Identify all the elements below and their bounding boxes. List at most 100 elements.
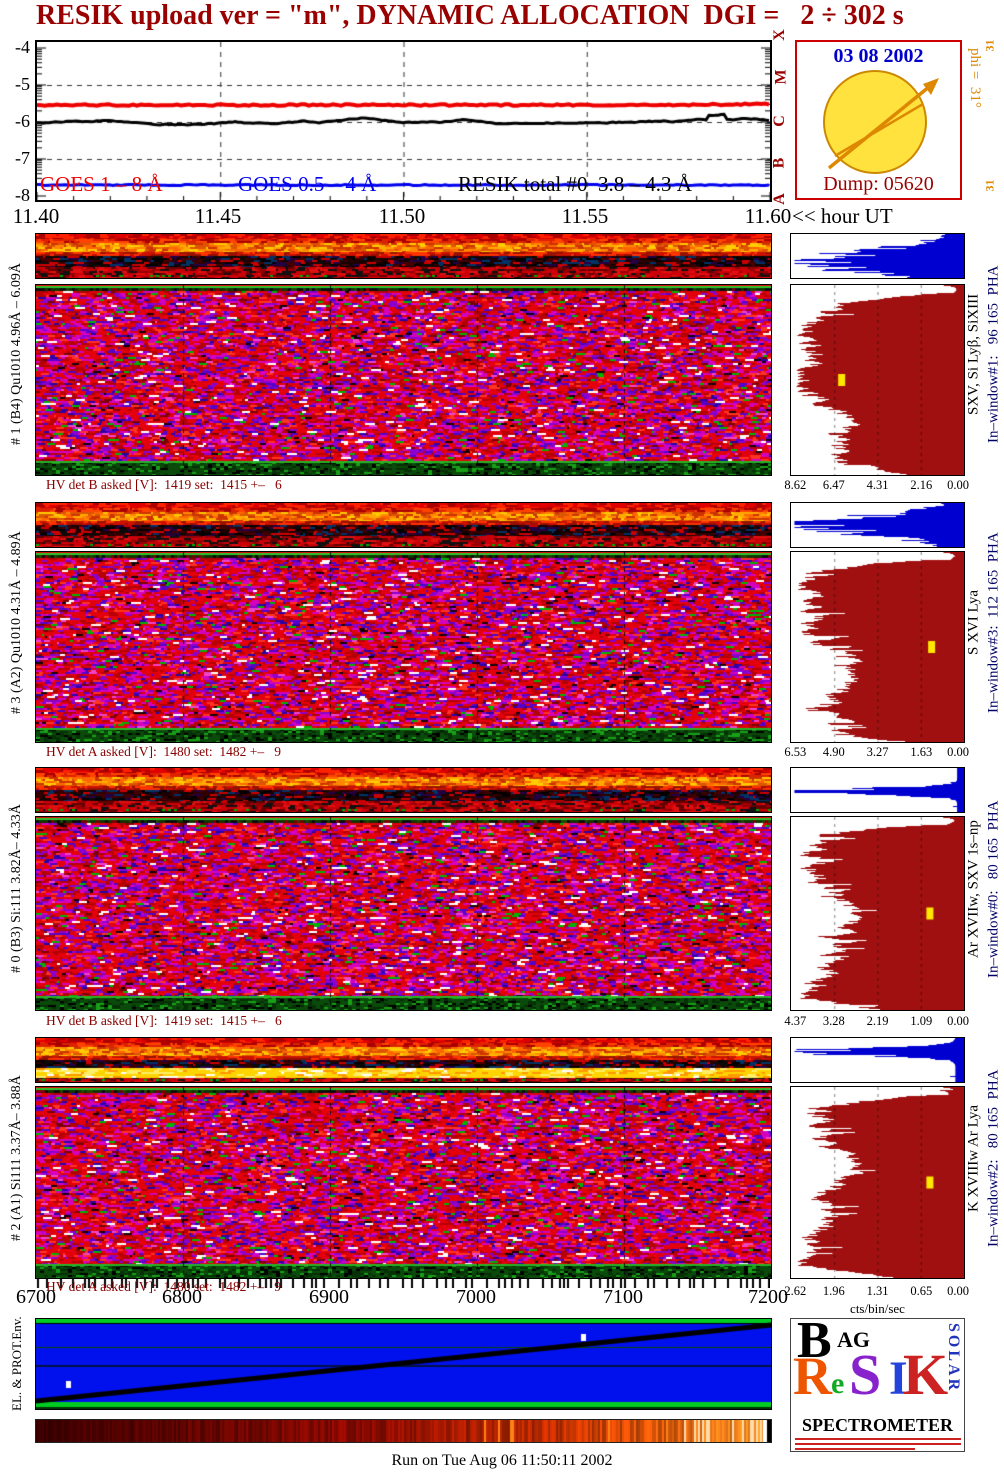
logo-letters-ag: AG bbox=[837, 1327, 870, 1352]
channel-label-1: # 1 (B4) Qu1010 4.96Å – 6.09Å bbox=[9, 263, 24, 446]
dgi-tick-1: 6800 bbox=[162, 1286, 202, 1308]
logo-letter-b: B bbox=[797, 1318, 832, 1369]
env-canvas bbox=[36, 1319, 771, 1409]
pha-in-window-canvas-4 bbox=[791, 1087, 964, 1278]
pha-in-window-1 bbox=[790, 284, 965, 476]
pha-axis-3-t0: 4.37 bbox=[784, 1014, 807, 1028]
side-mark-bottom: 31 bbox=[982, 179, 997, 192]
goes-class-b: B bbox=[770, 157, 788, 169]
pha-in-window-canvas-3 bbox=[791, 817, 964, 1010]
spectrogram-main-1 bbox=[35, 284, 772, 476]
dgi-tick-row bbox=[35, 1279, 770, 1288]
goes-ytick-3: -7 bbox=[15, 148, 30, 168]
pha-axis-4-t4: 0.00 bbox=[947, 1284, 969, 1298]
dump-label: Dump: 05620 bbox=[823, 173, 934, 195]
line-id-label-2: S XVI Lya bbox=[965, 590, 982, 655]
spectrogram-strip-canvas-2 bbox=[36, 503, 771, 547]
intensity-colorbar bbox=[35, 1419, 772, 1443]
goes-xtick-4: 11.60 bbox=[744, 204, 792, 228]
pha-in-window-canvas-2 bbox=[791, 552, 964, 742]
dgi-tick-3: 7000 bbox=[456, 1286, 496, 1308]
logo-credit-line-3 bbox=[795, 1448, 915, 1450]
goes-xtick-1: 11.45 bbox=[194, 204, 242, 228]
dgi-tick-0: 6700 bbox=[16, 1286, 56, 1308]
page-title: RESIK upload ver = "m", DYNAMIC ALLOCATI… bbox=[36, 0, 904, 31]
pha-axis-1-t4: 0.00 bbox=[947, 478, 969, 492]
dgi-tick-5: 7200 bbox=[748, 1286, 788, 1308]
pha-in-window-2 bbox=[790, 551, 965, 743]
hv-text-4: HV det A asked [V]: 1480 set: 1482 +– 9 bbox=[46, 1279, 281, 1294]
pha-out-window-canvas-2 bbox=[791, 503, 964, 547]
dgi-tick-4: 7100 bbox=[603, 1286, 643, 1308]
pha-out-window-1 bbox=[790, 233, 965, 279]
spectrogram-strip-2 bbox=[35, 502, 772, 548]
pha-out-window-2 bbox=[790, 502, 965, 548]
legend-goes-short: GOES 0.5 – 4 Å bbox=[238, 172, 377, 196]
line-id-label-4: K XVIIIw Ar Lya bbox=[965, 1104, 982, 1212]
pha-axis-3-t4: 0.00 bbox=[947, 1014, 969, 1028]
window-label-1: In–window#1: 96 165 PHA bbox=[985, 265, 1002, 444]
env-label: EL. & PROT.Env. bbox=[9, 1316, 24, 1412]
channel-label-4: # 2 (A1) Si111 3.37Å– 3.88Å bbox=[9, 1075, 24, 1241]
spectrogram-main-canvas-2 bbox=[36, 552, 771, 742]
spectrogram-strip-canvas-1 bbox=[36, 234, 771, 278]
spectrogram-strip-canvas-4 bbox=[36, 1038, 771, 1082]
pha-axis-3-t1: 3.28 bbox=[822, 1014, 845, 1028]
pha-in-window-4 bbox=[790, 1086, 965, 1279]
spectrogram-strip-4 bbox=[35, 1037, 772, 1083]
goes-xtick-3: 11.55 bbox=[561, 204, 609, 228]
pha-axis-1-t2: 4.31 bbox=[866, 478, 889, 492]
hv-text-3: HV det B asked [V]: 1419 set: 1415 +– 6 bbox=[46, 1013, 282, 1028]
pha-axis-2-t1: 4.90 bbox=[822, 745, 845, 759]
legend-resik-total: RESIK total #0 3.8 – 4.3 Å bbox=[458, 172, 692, 196]
spectrogram-main-4 bbox=[35, 1086, 772, 1279]
pha-axis-4-t2: 1.31 bbox=[866, 1284, 889, 1298]
goes-ytick-2: -6 bbox=[15, 111, 30, 131]
logo-letter-r: R bbox=[793, 1346, 832, 1406]
info-box: 03 08 2002 Dump: 05620 bbox=[795, 40, 962, 200]
spectrogram-strip-canvas-3 bbox=[36, 768, 771, 812]
pha-axis-2-t4: 0.00 bbox=[947, 745, 969, 759]
goes-ytick-1: -5 bbox=[15, 74, 30, 94]
pha-out-window-canvas-1 bbox=[791, 234, 964, 278]
env-panel bbox=[35, 1318, 772, 1410]
dgi-tick-2: 6900 bbox=[309, 1286, 349, 1308]
goes-xtick-2: 11.50 bbox=[378, 204, 426, 228]
pha-axis-4-t3: 0.65 bbox=[910, 1284, 933, 1298]
hv-text-1: HV det B asked [V]: 1419 set: 1415 +– 6 bbox=[46, 477, 282, 492]
goes-xtick-0: 11.40 bbox=[12, 204, 60, 228]
pha-out-window-canvas-4 bbox=[791, 1038, 964, 1082]
sun-arrow bbox=[827, 78, 939, 170]
logo-spectrometer: SPECTROMETER bbox=[801, 1415, 954, 1435]
pha-in-window-3 bbox=[790, 816, 965, 1011]
line-id-label-1: SXV, Si Lyβ, SiXIII bbox=[965, 293, 982, 416]
colorbar-canvas bbox=[36, 1420, 771, 1442]
logo-box: B AG R e S I K SOLAR SPECTROMETER bbox=[790, 1318, 965, 1452]
goes-ytick-4: -8 bbox=[15, 185, 30, 205]
window-label-4: In–window#2: 80 165 PHA bbox=[985, 1069, 1002, 1247]
pha-axis-1-t3: 2.16 bbox=[910, 478, 933, 492]
channel-label-2: # 3 (A2) Qu1010 4.31Å – 4.89Å bbox=[9, 531, 24, 714]
pha-out-window-3 bbox=[790, 767, 965, 813]
spectrogram-strip-1 bbox=[35, 233, 772, 279]
pha-axis-1: 8.62 6.47 4.31 2.16 0.00 bbox=[784, 478, 969, 494]
line-id-label-3: Ar XVIIw, SXV 1s–np bbox=[965, 820, 982, 958]
pha-axis-3-t3: 1.09 bbox=[910, 1014, 933, 1028]
pha-axis-2-t2: 3.27 bbox=[866, 745, 889, 759]
side-mark-top: 31 bbox=[982, 39, 997, 52]
hour-ut-label: << hour UT bbox=[792, 204, 893, 228]
spectrogram-main-canvas-3 bbox=[36, 817, 771, 1010]
goes-plot bbox=[35, 40, 772, 202]
pha-axis-2-t3: 1.63 bbox=[910, 745, 933, 759]
window-label-2: In–window#3: 112 165 PHA bbox=[985, 532, 1002, 713]
logo-letter-s: S bbox=[849, 1342, 882, 1407]
pha-axis-1-t1: 6.47 bbox=[822, 478, 845, 492]
spectrogram-main-2 bbox=[35, 551, 772, 743]
pha-axis-2: 6.53 4.90 3.27 1.63 0.00 bbox=[784, 745, 969, 761]
spectrogram-strip-3 bbox=[35, 767, 772, 813]
goes-class-x: X bbox=[770, 29, 788, 41]
window-label-3: In–window#0: 80 165 PHA bbox=[985, 800, 1002, 978]
pha-axis-4-t1: 1.96 bbox=[822, 1284, 845, 1298]
run-timestamp: Run on Tue Aug 06 11:50:11 2002 bbox=[391, 1452, 613, 1469]
logo-credit-line-1 bbox=[795, 1438, 961, 1440]
